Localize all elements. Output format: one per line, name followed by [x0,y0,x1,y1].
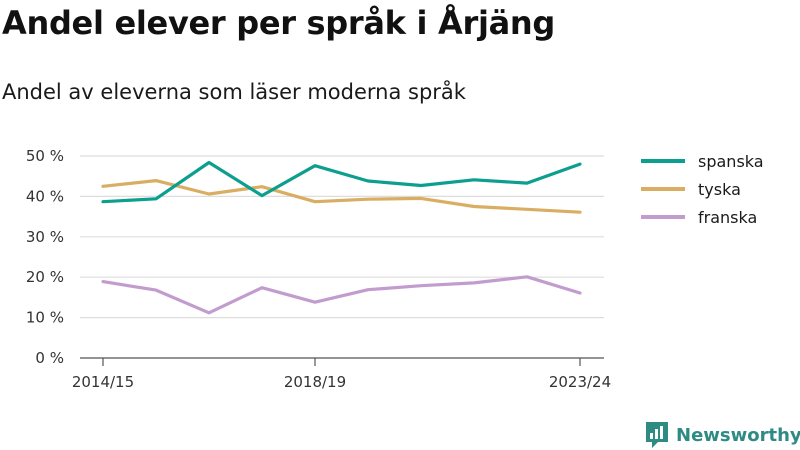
legend-label-franska: franska [698,208,757,227]
y-tick-label: 50 % [26,147,64,165]
chart-subtitle: Andel av eleverna som läser moderna språ… [2,80,466,104]
series-line-tyska [101,179,582,214]
series-line-spanska [101,160,582,204]
y-tick-label: 40 % [26,187,64,205]
legend-label-tyska: tyska [698,180,741,199]
series-line-franska [101,275,582,315]
x-tick-label: 2023/24 [549,373,611,391]
newsworthy-logo-icon [646,422,668,448]
chart-title: Andel elever per språk i Årjäng [2,4,556,42]
legend-label-spanska: spanska [698,152,764,171]
x-tick-label: 2014/15 [72,373,134,391]
brand-logo: Newsworthy [644,420,800,450]
brand-name: Newsworthy [676,424,800,446]
y-tick-label: 20 % [26,268,64,286]
y-tick-label: 30 % [26,228,64,246]
axes: 0 % 10 % 20 % 30 % 40 % 50 % 2014/15 2018/19 202… [26,147,611,391]
legend: spanska tyska franska [641,152,764,227]
x-tick-label: 2018/19 [284,373,346,391]
y-tick-label: 10 % [26,309,64,327]
series-lines [101,160,582,315]
y-tick-label: 0 % [35,349,64,367]
